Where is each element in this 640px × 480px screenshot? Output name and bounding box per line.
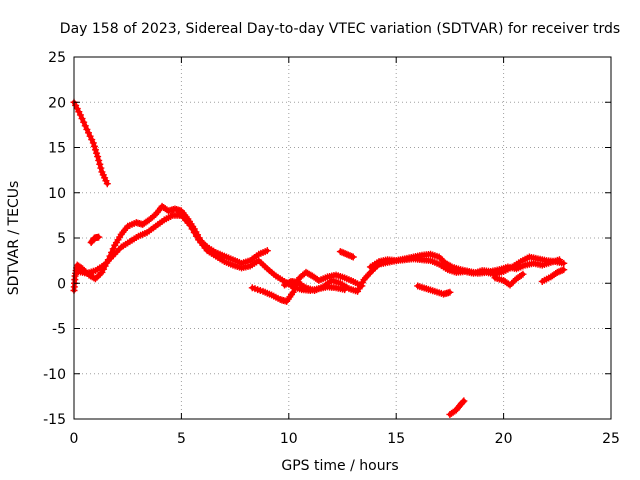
y-tick-label: -5: [52, 322, 66, 338]
series-seg-a: [70, 98, 111, 188]
data-point-marker: [95, 156, 103, 164]
series-seg-h: [491, 270, 527, 289]
x-tick-label: 25: [602, 431, 620, 447]
y-tick-label: -15: [43, 412, 66, 428]
data-point-marker: [263, 247, 271, 255]
data-point-marker: [349, 253, 357, 261]
data-point-marker: [555, 256, 563, 264]
data-point-marker: [192, 232, 200, 240]
data-point-marker: [96, 270, 104, 278]
data-point-marker: [75, 108, 83, 116]
data-point-marker: [103, 180, 111, 188]
plot-area: [70, 98, 568, 418]
y-tick-label: 25: [48, 50, 66, 66]
data-point-marker: [86, 132, 94, 140]
x-tick-label: 10: [280, 431, 298, 447]
x-axis-label: GPS time / hours: [281, 458, 398, 474]
data-point-marker: [93, 149, 101, 157]
data-point-marker: [95, 233, 103, 241]
data-point-marker: [89, 139, 97, 147]
series-seg-g: [366, 255, 563, 277]
data-point-marker: [291, 285, 299, 293]
series-seg-e: [248, 268, 366, 305]
data-point-marker: [73, 105, 81, 113]
data-point-marker: [93, 273, 101, 281]
data-point-marker: [95, 272, 103, 280]
y-tick-label: -10: [43, 367, 66, 383]
data-point-marker: [88, 136, 96, 144]
data-point-marker: [190, 229, 198, 237]
data-point-marker: [438, 256, 446, 264]
series-seg-f: [281, 250, 568, 295]
data-point-marker: [437, 255, 445, 263]
data-point-marker: [91, 275, 99, 283]
data-point-marker: [459, 398, 467, 406]
data-point-marker: [517, 271, 525, 279]
y-axis-label: SDTVAR / TECUs: [6, 181, 22, 296]
y-tick-label: 15: [48, 141, 66, 157]
data-point-marker: [560, 259, 568, 267]
data-point-marker: [90, 142, 98, 150]
x-tick-label: 15: [387, 431, 405, 447]
series-seg-l: [446, 397, 468, 418]
data-point-marker: [76, 111, 84, 119]
data-point-marker: [186, 221, 194, 229]
data-point-marker: [91, 146, 99, 154]
chart-title: Day 158 of 2023, Sidereal Day-to-day VTE…: [60, 21, 620, 37]
data-point-marker: [98, 268, 106, 276]
data-point-marker: [188, 225, 196, 233]
data-point-marker: [150, 212, 158, 220]
data-point-marker: [83, 125, 91, 133]
data-point-marker: [97, 164, 105, 172]
data-point-marker: [72, 101, 80, 109]
data-point-marker: [506, 281, 514, 289]
data-point-marker: [446, 288, 454, 296]
y-tick-label: 20: [48, 95, 66, 111]
x-tick-label: 5: [177, 431, 186, 447]
y-tick-label: 5: [57, 231, 66, 247]
series-seg-d: [87, 233, 103, 247]
data-point-marker: [289, 288, 297, 296]
y-tick-label: 10: [48, 186, 66, 202]
series-seg-i: [538, 266, 568, 285]
y-tick-label: 0: [57, 276, 66, 292]
series-seg-c: [74, 211, 349, 294]
data-point-marker: [78, 115, 86, 123]
data-point-marker: [460, 397, 468, 405]
data-point-marker: [435, 253, 443, 261]
x-tick-label: 20: [495, 431, 513, 447]
series-seg-j: [336, 248, 357, 261]
data-point-marker: [94, 153, 102, 161]
data-point-marker: [509, 278, 517, 286]
data-point-marker: [519, 270, 527, 278]
data-point-marker: [80, 118, 88, 126]
data-point-marker: [81, 122, 89, 130]
data-point-marker: [84, 129, 92, 137]
axis-ticks: 0 5 10 15 20 25 -15 -10 -5 0 5 10 15 20 25: [43, 50, 620, 447]
data-point-marker: [109, 245, 117, 253]
data-point-marker: [508, 279, 516, 287]
data-point-marker: [560, 266, 568, 274]
x-tick-label: 0: [70, 431, 79, 447]
series-seg-k: [414, 282, 454, 298]
data-point-marker: [96, 160, 104, 168]
